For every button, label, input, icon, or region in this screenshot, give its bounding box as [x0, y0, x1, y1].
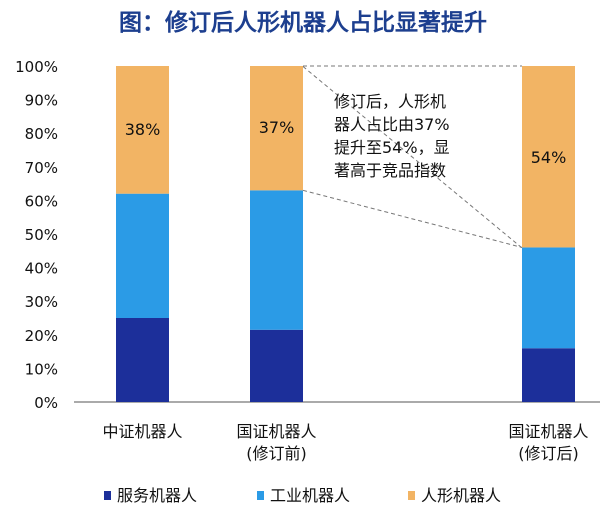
y-tick-label: 90%: [25, 92, 58, 110]
category-label: 国证机器人: [236, 422, 316, 441]
bar-segment-2: [250, 190, 303, 330]
y-tick-label: 100%: [15, 58, 58, 76]
connector-lines: [302, 65, 523, 249]
data-label: 37%: [259, 118, 295, 137]
bar-segment-1: [116, 318, 169, 402]
bar-segment-1: [522, 348, 575, 402]
y-tick-label: 30%: [25, 293, 58, 311]
y-tick-label: 50%: [25, 226, 58, 244]
connector-line-top-edge: [302, 66, 523, 249]
data-label: 38%: [125, 120, 161, 139]
chart-title: 图：修订后人形机器人占比显著提升: [119, 9, 487, 36]
legend-swatch: [104, 491, 111, 500]
bar-segment-3: [522, 66, 575, 248]
annotation-line: 著高于竞品指数: [334, 161, 446, 180]
y-tick-label: 80%: [25, 125, 58, 143]
y-tick-label: 70%: [25, 159, 58, 177]
legend: 服务机器人 工业机器人 人形机器人: [104, 486, 501, 505]
y-tick-label: 0%: [34, 394, 58, 412]
annotation-line: 器人占比由37%: [334, 115, 450, 134]
category-label: 国证机器人: [508, 422, 588, 441]
bar-segment-2: [522, 247, 575, 349]
legend-swatch: [257, 491, 264, 500]
annotation-line: 提升至54%，显: [334, 138, 450, 157]
y-tick-label: 40%: [25, 260, 58, 278]
category-label: 中证机器人: [102, 422, 182, 441]
category-label: (修订前): [246, 444, 307, 463]
axes: 0% 10% 20% 30% 40% 50% 60% 70% 80% 90% 100% 中证机器人 国证…: [15, 58, 600, 463]
legend-label: 工业机器人: [270, 486, 350, 505]
bar-segment-2: [116, 193, 169, 318]
connector-line-bottom: [302, 189, 523, 248]
data-label: 54%: [531, 148, 567, 167]
y-tick-label: 20%: [25, 327, 58, 345]
bars: [116, 66, 575, 402]
category-label: (修订后): [518, 444, 579, 463]
legend-label: 服务机器人: [117, 486, 197, 505]
legend-label: 人形机器人: [421, 486, 501, 505]
bar-segment-3: [250, 66, 303, 191]
annotation-line: 修订后，人形机: [334, 92, 446, 111]
y-tick-label: 60%: [25, 192, 58, 210]
y-tick-label: 10%: [25, 360, 58, 378]
data-labels: 38% 37% 54%: [125, 118, 567, 167]
bar-segment-3: [116, 66, 169, 194]
legend-swatch: [408, 491, 415, 500]
bar-segment-1: [250, 329, 303, 402]
